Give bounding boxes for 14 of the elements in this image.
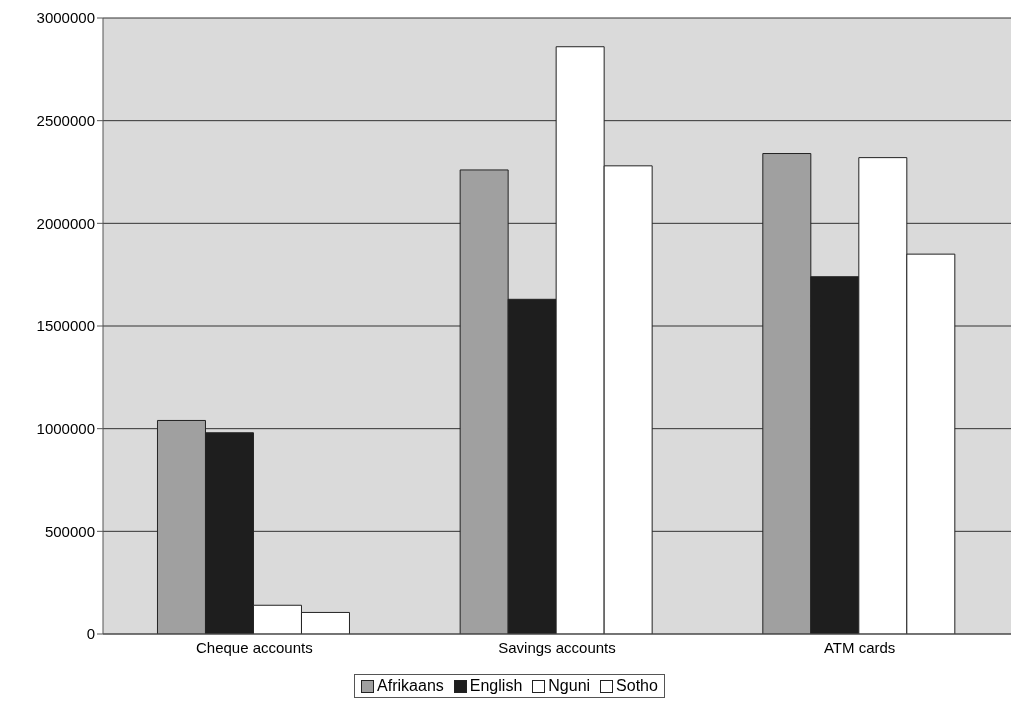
legend-label: Afrikaans bbox=[377, 677, 444, 695]
legend-label: Sotho bbox=[616, 677, 658, 695]
y-tick-label: 2500000 bbox=[36, 111, 95, 129]
y-tick-label: 1000000 bbox=[36, 419, 95, 437]
x-tick-label: ATM cards bbox=[823, 638, 896, 656]
y-tick-label: 2000000 bbox=[36, 214, 95, 232]
y-tick-label: 500000 bbox=[44, 522, 95, 540]
y-tick-label: 0 bbox=[86, 625, 95, 643]
y-tick-label: 1500000 bbox=[36, 317, 95, 335]
x-tick-label: Cheque accounts bbox=[195, 638, 313, 656]
legend-label: Nguni bbox=[548, 677, 591, 695]
legend-label: English bbox=[469, 677, 523, 695]
y-tick-label: 3000000 bbox=[36, 9, 95, 27]
x-tick-label: Savings accounts bbox=[498, 638, 616, 656]
